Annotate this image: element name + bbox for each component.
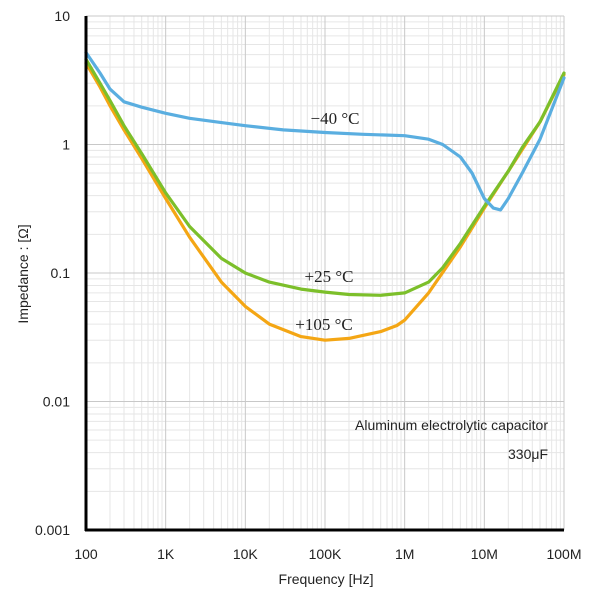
x-tick-label: 100K xyxy=(309,546,342,562)
x-tick-label: 10K xyxy=(233,546,259,562)
y-tick-label: 10 xyxy=(54,8,70,24)
y-axis-title: Impedance : [Ω] xyxy=(15,224,31,323)
series-layer xyxy=(84,50,566,342)
x-tick-label: 100 xyxy=(74,546,98,562)
y-tick-label: 1 xyxy=(62,137,70,153)
chart-axes xyxy=(84,16,564,532)
y-tick-label: 0.01 xyxy=(43,394,70,410)
tick-labels: 100 1K 10K 100K 1M 10M 100M 0.001 0.01 0.1 1 10 xyxy=(35,8,582,562)
series-label-minus40: −40 °C xyxy=(311,109,360,128)
series-label-plus105: +105 °C xyxy=(295,315,352,334)
capacitor-type-note: Aluminum electrolytic capacitor xyxy=(355,417,548,433)
capacitance-note: 330μF xyxy=(508,446,548,462)
chart-grid xyxy=(85,15,565,531)
y-tick-label: 0.1 xyxy=(51,265,71,281)
y-tick-label: 0.001 xyxy=(35,522,70,538)
x-tick-label: 1K xyxy=(157,546,175,562)
x-axis-title: Frequency [Hz] xyxy=(279,571,374,587)
series-line-1 xyxy=(84,57,566,297)
x-tick-label: 100M xyxy=(546,546,581,562)
series-line-0 xyxy=(84,50,566,212)
x-tick-label: 10M xyxy=(471,546,498,562)
x-tick-label: 1M xyxy=(395,546,414,562)
series-label-plus25: +25 °C xyxy=(305,267,354,286)
